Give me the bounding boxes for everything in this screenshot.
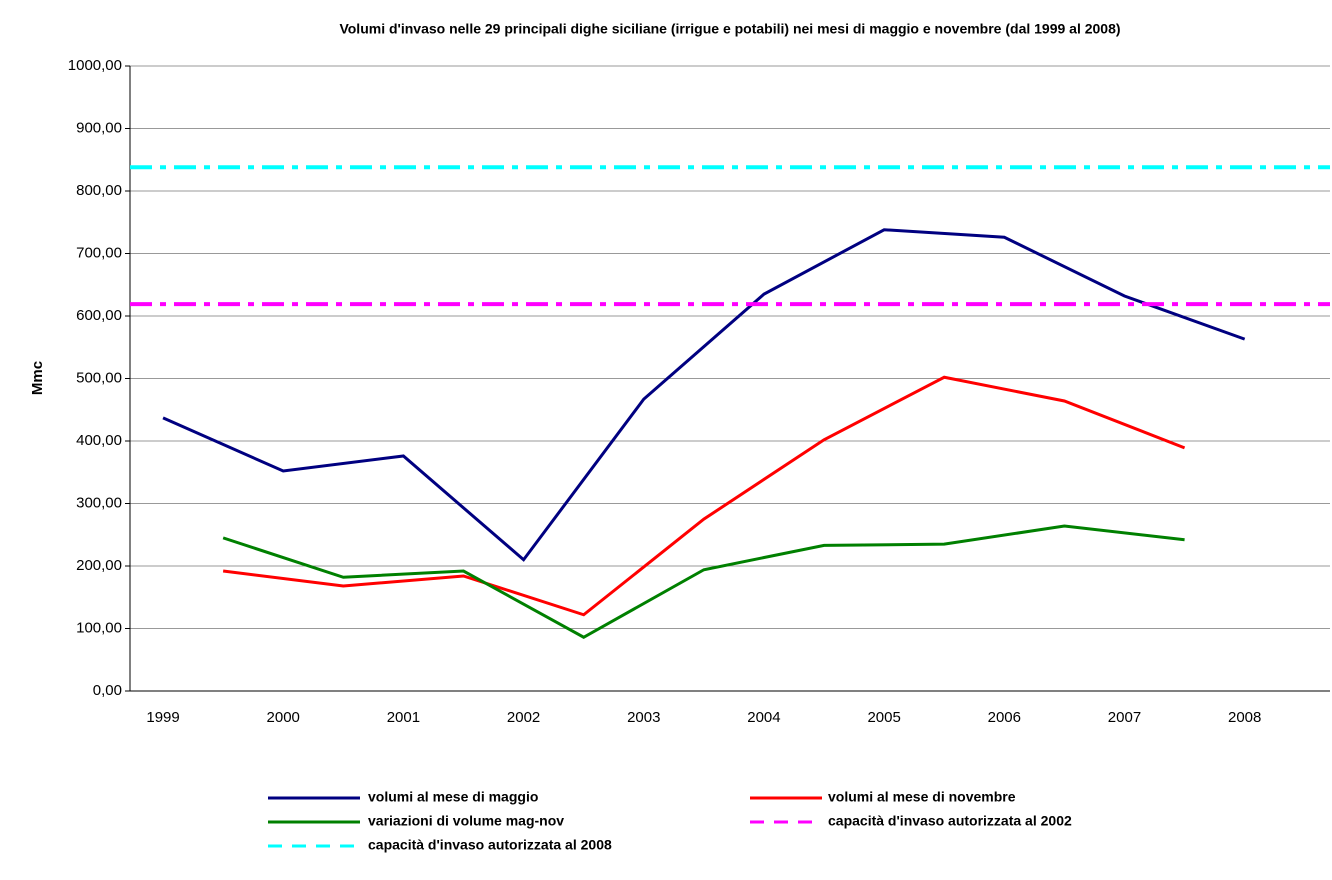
x-tick-label: 2000 — [267, 709, 300, 726]
legend-label: capacità d'invaso autorizzata al 2002 — [828, 813, 1072, 829]
x-tick-label: 2008 — [1228, 709, 1261, 726]
y-tick-label: 700,00 — [76, 244, 122, 261]
legend-label: capacità d'invaso autorizzata al 2008 — [368, 837, 612, 853]
legend-label: volumi al mese di novembre — [828, 789, 1016, 805]
x-tick-label: 2006 — [988, 709, 1021, 726]
chart-title: Volumi d'invaso nelle 29 principali digh… — [339, 21, 1120, 37]
y-tick-label: 1000,00 — [68, 57, 122, 74]
y-tick-label: 600,00 — [76, 307, 122, 324]
x-tick-label: 2005 — [867, 709, 900, 726]
y-axis-title: Mmc — [29, 361, 46, 395]
y-tick-label: 0,00 — [93, 682, 122, 699]
y-tick-label: 500,00 — [76, 369, 122, 386]
x-tick-label: 2002 — [507, 709, 540, 726]
y-tick-label: 100,00 — [76, 619, 122, 636]
y-tick-label: 800,00 — [76, 182, 122, 199]
series-line — [222, 524, 1185, 639]
legend-label: volumi al mese di maggio — [368, 789, 538, 805]
x-tick-label: 2004 — [747, 709, 780, 726]
y-tick-label: 900,00 — [76, 119, 122, 136]
x-tick-label: 2001 — [387, 709, 420, 726]
y-tick-label: 300,00 — [76, 494, 122, 511]
y-tick-label: 400,00 — [76, 432, 122, 449]
y-tick-label: 200,00 — [76, 557, 122, 574]
series-line — [162, 228, 1246, 562]
x-tick-label: 1999 — [146, 709, 179, 726]
series-line — [222, 375, 1186, 617]
x-tick-label: 2007 — [1108, 709, 1141, 726]
legend-label: variazioni di volume mag-nov — [368, 813, 564, 829]
x-tick-label: 2003 — [627, 709, 660, 726]
